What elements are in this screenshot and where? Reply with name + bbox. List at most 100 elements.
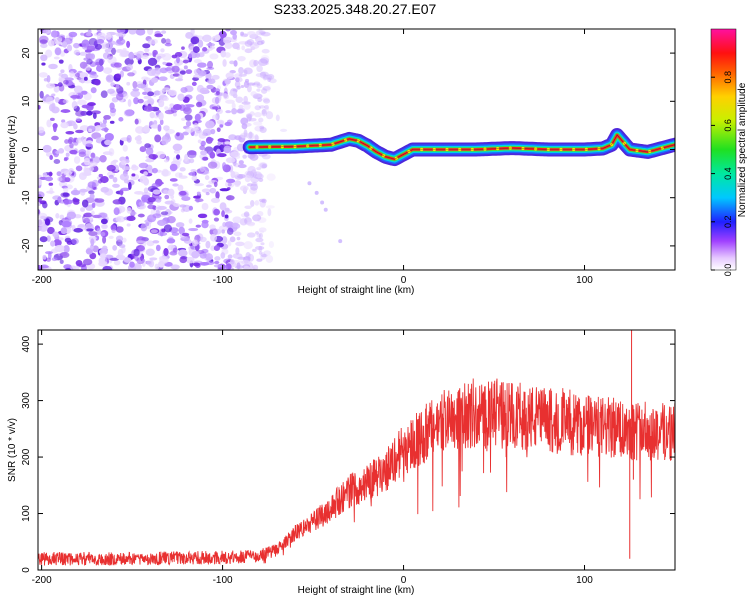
noise-blob [238,73,247,77]
noise-blob [115,215,126,223]
noise-blob [59,251,70,259]
noise-blob [96,228,102,235]
noise-blob [219,124,224,128]
noise-blob [96,64,104,72]
noise-blob [74,72,81,78]
noise-blob [107,88,115,94]
noise-blob [264,104,269,110]
noise-blob [223,265,228,270]
noise-blob [221,210,225,218]
noise-blob [159,256,169,264]
noise-blob [146,29,154,35]
noise-blob [207,60,213,69]
colorbar [710,28,737,271]
noise-blob [234,81,241,88]
noise-blob [73,228,84,233]
noise-blob [215,91,220,96]
noise-blob [75,117,81,122]
noise-blob [91,210,95,216]
noise-blob [179,70,186,75]
noise-blob [148,153,159,160]
noise-blob [255,73,265,78]
noise-blob [49,155,54,160]
noise-blob [163,96,169,102]
noise-blob [225,99,235,104]
noise-blob [100,218,108,225]
noise-blob [99,42,110,50]
noise-blob [80,32,84,36]
noise-blob [217,138,226,143]
noise-blob [110,82,116,87]
noise-blob [109,102,115,110]
noise-blob [46,75,51,83]
noise-blob [193,59,202,64]
noise-blob [217,141,222,146]
noise-blob [111,229,116,234]
noise-blob [164,200,175,205]
noise-blob [172,247,178,253]
noise-blob [144,48,150,53]
noise-blob [137,98,144,104]
noise-blob [224,207,230,212]
noise-blob [133,262,142,270]
noise-blob [265,255,274,263]
noise-blob [230,222,241,230]
noise-blob [256,167,261,171]
noise-blob [92,112,97,119]
noise-blob [46,235,51,242]
noise-blob [85,248,93,255]
noise-blob [210,245,216,252]
noise-blob [152,49,158,56]
noise-blob [55,213,60,219]
noise-blob [218,225,228,232]
noise-blob [199,261,210,266]
noise-blob [81,199,89,208]
noise-blob [154,134,162,143]
noise-blob [61,119,66,123]
noise-blob [67,138,73,145]
noise-blob [155,181,164,185]
noise-blob [258,105,266,109]
noise-blob [176,154,181,160]
noise-blob [40,43,48,49]
noise-blob [256,233,261,238]
noise-blob [263,74,273,80]
noise-blob [122,48,127,52]
noise-blob [194,198,204,203]
noise-blob [224,121,232,127]
snr-y-ticks: 0 100 200 300 400 [21,335,675,573]
noise-blob [157,196,162,200]
noise-blob [108,235,114,240]
noise-blob [259,71,269,77]
noise-blob [172,73,180,77]
spectrogram-ridge [242,128,675,167]
noise-blob [161,37,167,44]
noise-blob [39,265,49,269]
noise-blob [182,59,189,64]
noise-blob [196,101,203,108]
noise-blob [145,222,150,227]
noise-blob [172,104,182,111]
noise-blob [98,58,104,66]
noise-blob [243,67,253,75]
noise-blob [209,53,219,60]
noise-blob [192,262,201,267]
noise-blob [41,62,46,66]
noise-blob [181,46,185,50]
noise-blob [213,181,218,188]
noise-blob [155,151,166,159]
noise-blob [78,151,86,158]
noise-blob [199,236,207,243]
noise-blob [195,94,205,102]
noise-blob [254,125,265,132]
noise-blob [102,235,107,244]
noise-blob [57,196,62,203]
noise-blob [142,91,148,96]
noise-blob [225,110,232,114]
noise-blob [260,242,265,246]
noise-blob [96,32,107,41]
noise-blob [86,58,93,65]
noise-blob [185,120,192,127]
noise-blob [139,146,147,153]
noise-blob [256,88,261,92]
